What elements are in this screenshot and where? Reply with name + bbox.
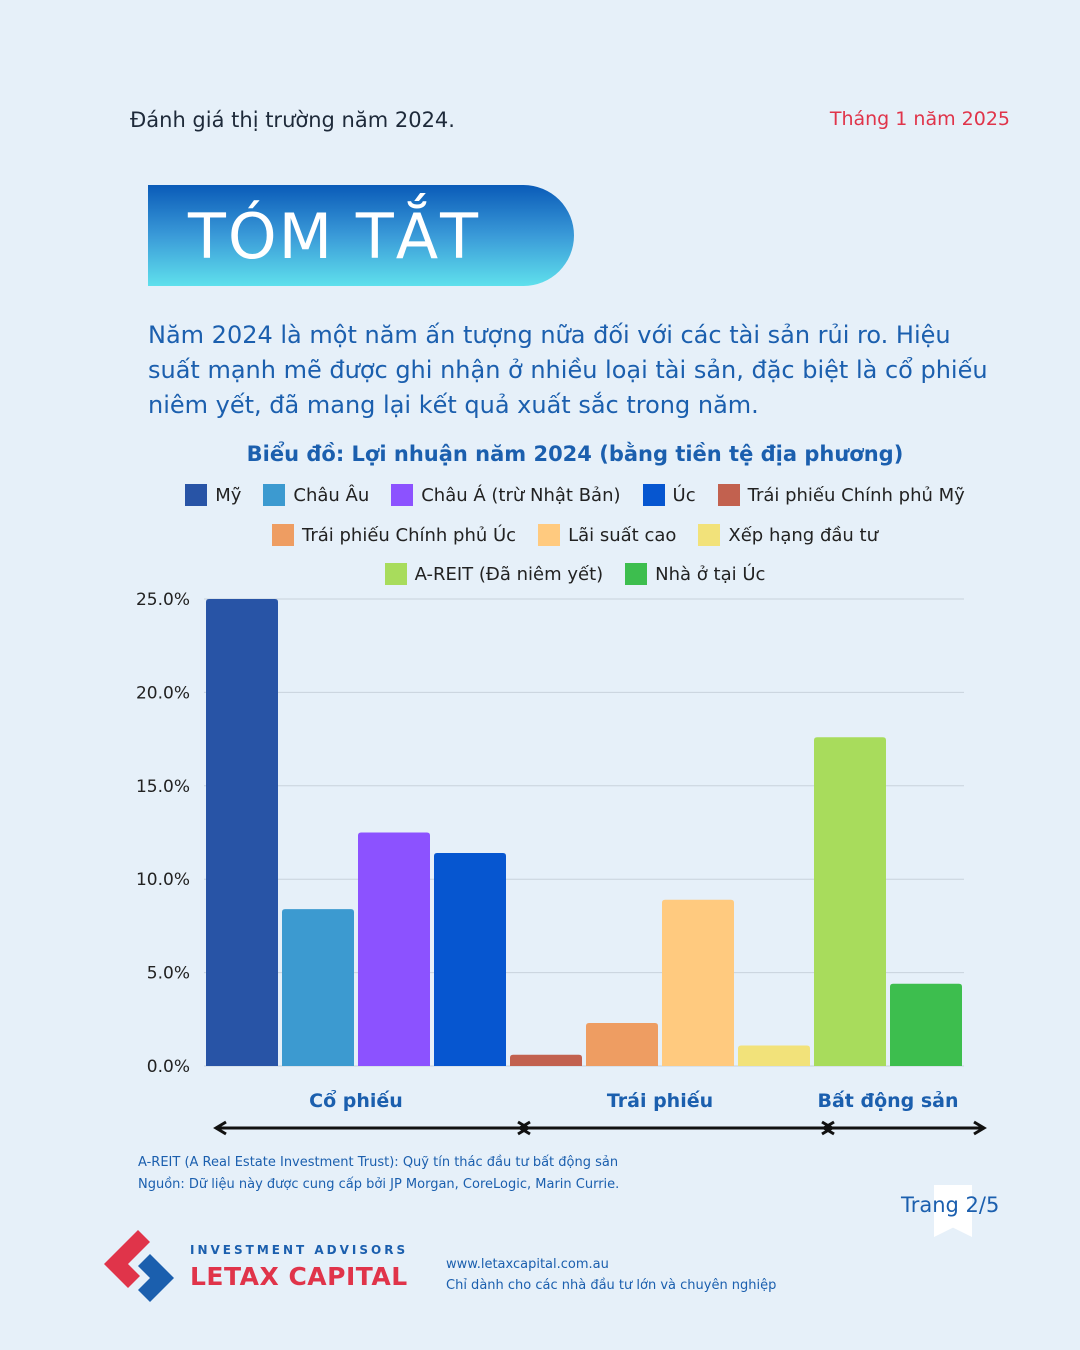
bar: [434, 853, 506, 1066]
legend-swatch: [538, 524, 561, 546]
chart-legend-row-3: A-REIT (Đã niêm yết) Nhà ở tại Úc: [0, 563, 1080, 585]
legend-label: Trái phiếu Chính phủ Mỹ: [747, 484, 965, 506]
y-tick-label: 15.0%: [136, 777, 190, 797]
bar: [282, 909, 354, 1066]
legend-item: Trái phiếu Chính phủ Úc: [271, 524, 517, 546]
group-label: Trái phiếu: [607, 1089, 713, 1112]
arrow-left-icon: [821, 1120, 835, 1136]
legend-swatch: [185, 484, 208, 506]
arrow-right-icon: [973, 1120, 987, 1136]
header-date: Tháng 1 năm 2025: [829, 108, 1010, 130]
bar: [510, 1054, 582, 1066]
bar: [814, 737, 886, 1066]
legend-swatch: [263, 484, 286, 506]
legend-swatch: [271, 524, 294, 546]
page-number: Trang 2/5: [901, 1193, 1000, 1217]
legend-item: Mỹ: [185, 484, 241, 506]
legend-item: Châu Âu: [263, 484, 369, 506]
legend-swatch: [642, 484, 665, 506]
y-tick-label: 0.0%: [147, 1057, 190, 1077]
legend-label: Châu Âu: [293, 484, 370, 506]
website-link[interactable]: www.letaxcapital.com.au: [446, 1257, 609, 1272]
legend-label: Úc: [672, 484, 696, 506]
legend-label: Châu Á (trừ Nhật Bản): [421, 484, 621, 506]
legend-label: Xếp hạng đầu tư: [728, 524, 879, 546]
legend-swatch: [391, 484, 414, 506]
bar: [586, 1023, 658, 1066]
legend-label: Lãi suất cao: [568, 524, 677, 546]
y-tick-label: 5.0%: [147, 964, 190, 984]
legend-item: Xếp hạng đầu tư: [698, 524, 878, 546]
group-label: Cổ phiếu: [309, 1089, 403, 1112]
disclaimer-text: Chỉ dành cho các nhà đầu tư lớn và chuyê…: [446, 1278, 777, 1293]
arrow-left-icon: [517, 1120, 531, 1136]
legend-label: Trái phiếu Chính phủ Úc: [301, 524, 517, 546]
legend-label: Mỹ: [215, 484, 242, 506]
legend-item: Úc: [642, 484, 696, 506]
chart-legend-row-2: Trái phiếu Chính phủ Úc Lãi suất cao Xếp h…: [0, 524, 1080, 546]
y-tick-label: 25.0%: [136, 590, 190, 610]
page-title: TÓM TẮT: [188, 200, 481, 273]
bar: [662, 899, 734, 1066]
chart-title: Biểu đồ: Lợi nhuận năm 2024 (bằng tiền t…: [246, 442, 904, 466]
footnote-source: Nguồn: Dữ liệu này được cung cấp bởi JP …: [138, 1177, 620, 1192]
legend-item: Nhà ở tại Úc: [625, 563, 765, 585]
legend-item: Châu Á (trừ Nhật Bản): [391, 484, 621, 506]
bar: [206, 599, 278, 1066]
legend-label: A-REIT (Đã niêm yết): [414, 563, 604, 585]
group-label: Bất động sản: [817, 1089, 958, 1112]
bar-chart: 0.0% 5.0% 10.0% 15.0% 20.0% 25.0% Cổ phiếu Trái…: [136, 590, 987, 1136]
legend-swatch: [698, 524, 721, 546]
bar: [738, 1045, 810, 1066]
legend-swatch: [625, 563, 648, 585]
footnote-areit: A-REIT (A Real Estate Investment Trust):…: [138, 1155, 619, 1170]
legend-item: Trái phiếu Chính phủ Mỹ: [717, 484, 965, 506]
chart-legend-row-1: Mỹ Châu Âu Châu Á (trừ Nhật Bản) Úc Trái phi…: [0, 484, 1080, 506]
bar: [358, 832, 430, 1066]
legend-item: A-REIT (Đã niêm yết): [384, 563, 604, 585]
letax-logo-icon: [104, 1230, 174, 1302]
legend-label: Nhà ở tại Úc: [655, 563, 766, 585]
summary-paragraph: Năm 2024 là một năm ấn tượng nữa đối với…: [148, 321, 988, 419]
header-subtitle: Đánh giá thị trường năm 2024.: [130, 108, 455, 132]
legend-swatch: [717, 484, 740, 506]
arrow-left-icon: [213, 1120, 227, 1136]
y-tick-label: 10.0%: [136, 870, 190, 890]
y-tick-label: 20.0%: [136, 683, 190, 703]
legend-item: Lãi suất cao: [538, 524, 676, 546]
legend-swatch: [384, 563, 407, 585]
brand-name: LETAX CAPITAL: [190, 1262, 408, 1291]
title-banner: [148, 185, 574, 286]
bar: [890, 983, 962, 1066]
brand-tagline: INVESTMENT ADVISORS: [190, 1243, 409, 1257]
